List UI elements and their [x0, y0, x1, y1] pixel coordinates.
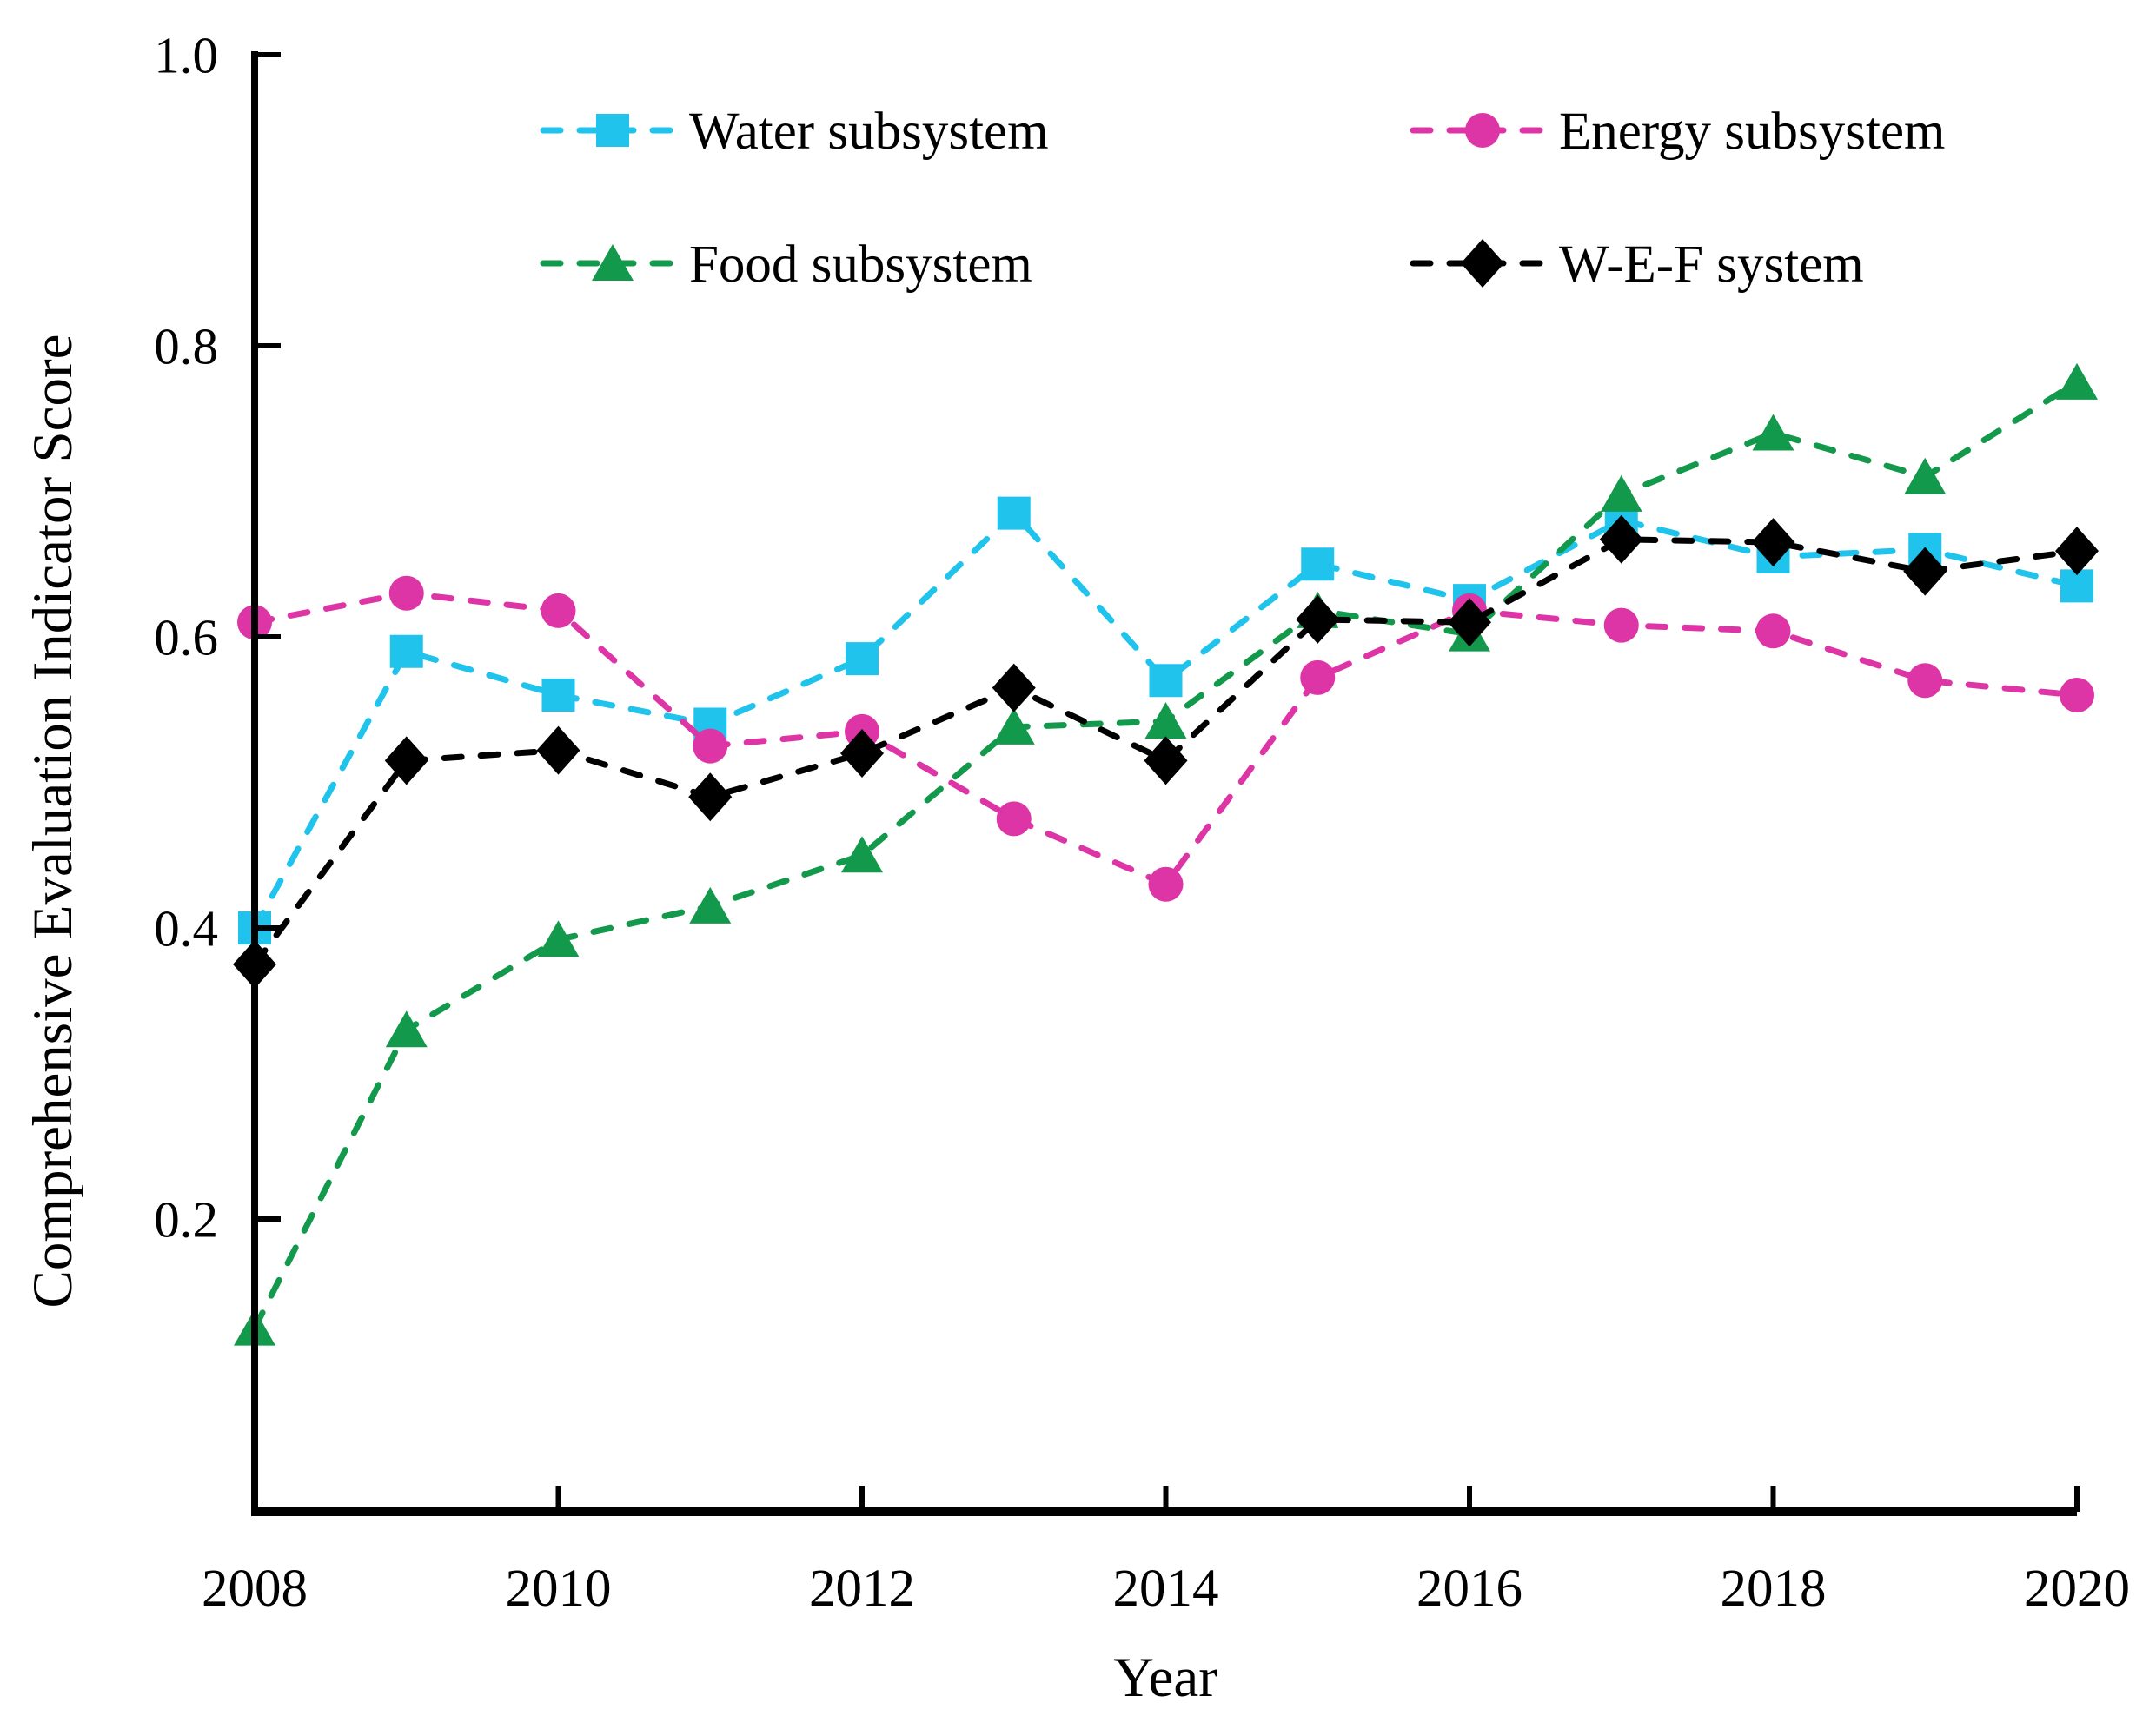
x-tick-label: 2016: [1416, 1560, 1522, 1618]
data-point-marker: [2056, 362, 2098, 400]
x-tick-label: 2010: [506, 1560, 612, 1618]
data-point-marker: [541, 593, 576, 628]
data-point-marker: [992, 707, 1035, 745]
data-point-marker: [689, 886, 732, 924]
legend-label: Food subsystem: [689, 235, 1032, 294]
legend: Water subsystem Energy subsystem Food subs…: [540, 103, 1945, 294]
data-point-marker: [1751, 518, 1795, 567]
x-axis-title: Year: [1113, 1646, 1217, 1709]
data-point-marker: [536, 725, 580, 775]
axes-layer: 0.2 0.4 0.6 0.8 1.0 2008 2010 2012 2014 2016 2018 2…: [154, 27, 2130, 1618]
data-point-marker: [537, 920, 580, 957]
data-point-marker: [1301, 547, 1335, 581]
y-tick-label: 0.6: [154, 609, 218, 666]
data-point-marker: [688, 772, 733, 822]
y-tick-label: 0.8: [154, 318, 218, 375]
legend-marker-square: [596, 114, 629, 147]
y-tick-label: 1.0: [154, 27, 218, 84]
data-point-marker: [389, 634, 423, 668]
data-point-marker: [1603, 607, 1639, 643]
legend-label: W-E-F system: [1559, 235, 1864, 294]
data-point-marker: [1448, 598, 1491, 647]
series-food-subsystem: [234, 362, 2098, 1346]
data-point-marker: [1144, 702, 1187, 739]
series-w-e-f-system: [233, 514, 2099, 989]
legend-marker-triangle: [592, 244, 634, 281]
series-line: [251, 379, 2080, 1332]
x-tick-label: 2012: [809, 1560, 915, 1618]
data-point-marker: [1907, 663, 1943, 699]
data-point-marker: [385, 1010, 428, 1048]
data-point-marker: [841, 836, 883, 873]
data-point-marker: [1144, 736, 1188, 785]
legend-item: Water subsystem: [540, 103, 1049, 161]
data-point-marker: [846, 642, 879, 676]
x-tick-label: 2018: [1721, 1560, 1827, 1618]
legend-marker-circle: [1465, 113, 1500, 148]
data-point-marker: [996, 801, 1032, 837]
legend-item: Energy subsystem: [1410, 103, 1945, 161]
data-point-marker: [2060, 678, 2094, 712]
data-point-marker: [384, 736, 428, 785]
data-point-marker: [2055, 527, 2099, 576]
data-point-marker: [388, 575, 424, 611]
data-point-marker: [992, 663, 1036, 712]
data-point-marker: [693, 728, 728, 764]
y-axis-title: Comprehensive Evaluation Indicator Score: [22, 335, 84, 1309]
data-point-marker: [541, 679, 575, 712]
legend-marker-diamond: [1461, 239, 1504, 288]
y-tick-label: 0.2: [154, 1191, 218, 1249]
data-point-marker: [1148, 866, 1184, 902]
data-point-marker: [1300, 659, 1336, 695]
x-tick-label: 2008: [202, 1560, 308, 1618]
legend-item: Food subsystem: [540, 235, 1032, 294]
data-point-marker: [1600, 474, 1642, 512]
data-point-marker: [1755, 613, 1791, 649]
data-point-marker: [1149, 664, 1183, 698]
x-tick-label: 2020: [2024, 1560, 2130, 1618]
series-layer: [233, 362, 2099, 1346]
data-point-marker: [1904, 457, 1947, 494]
data-point-marker: [840, 729, 884, 778]
data-point-marker: [997, 496, 1031, 530]
data-point-marker: [1599, 514, 1643, 564]
legend-item: W-E-F system: [1410, 235, 1864, 294]
data-point-marker: [1903, 547, 1947, 596]
y-tick-label: 0.4: [154, 900, 218, 957]
x-tick-label: 2014: [1113, 1560, 1219, 1618]
data-point-marker: [1752, 414, 1794, 451]
data-point-marker: [1296, 594, 1340, 644]
legend-label: Energy subsystem: [1559, 103, 1945, 161]
legend-label: Water subsystem: [689, 103, 1049, 161]
